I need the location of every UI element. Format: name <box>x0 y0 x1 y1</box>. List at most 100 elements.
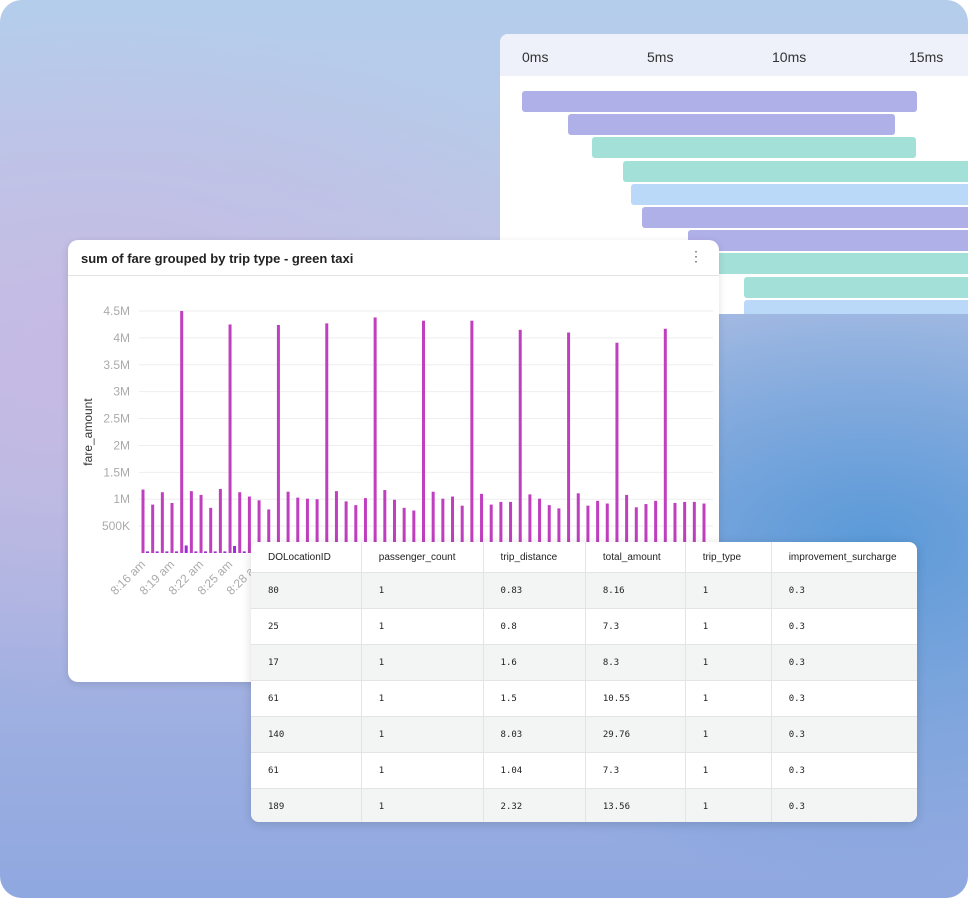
table-header-row: DOLocationID passenger_count trip_distance… <box>251 542 917 573</box>
table-cell: 25 <box>251 608 362 645</box>
bar <box>441 498 445 553</box>
trace-waterfall-panel: 0ms 5ms 10ms 15ms <box>500 34 968 314</box>
trace-span-bar[interactable] <box>522 91 917 112</box>
column-header[interactable]: total_amount <box>585 542 686 573</box>
bar <box>673 502 677 553</box>
trace-span-bar[interactable] <box>641 207 968 228</box>
column-header[interactable]: improvement_surcharge <box>771 542 917 573</box>
bar <box>334 491 338 553</box>
bar <box>644 504 648 553</box>
table-row[interactable]: 25 1 0.8 7.3 1 0.3 <box>251 608 917 645</box>
kebab-icon[interactable]: ⋮ <box>689 248 703 264</box>
trace-span-bar[interactable] <box>631 183 968 205</box>
bar <box>209 507 213 553</box>
table-cell: 0.3 <box>771 572 917 609</box>
bar <box>392 499 396 553</box>
bar <box>184 545 188 553</box>
bar <box>223 551 227 553</box>
bar <box>383 490 387 553</box>
bar <box>567 332 571 553</box>
table-cell: 1 <box>685 644 772 681</box>
table-cell: 1.04 <box>483 752 586 789</box>
bar <box>296 497 300 553</box>
table-cell: 0.83 <box>483 572 586 609</box>
bar <box>238 492 242 553</box>
table-cell: 7.3 <box>585 608 686 645</box>
bar <box>431 491 435 553</box>
table-cell: 1 <box>685 716 772 753</box>
table-cell: 61 <box>251 752 362 789</box>
table-cell: 0.3 <box>771 752 917 789</box>
y-tick-label: 1M <box>113 492 130 506</box>
table-cell: 0.3 <box>771 788 917 822</box>
bar <box>141 489 145 553</box>
table-cell: 0.3 <box>771 608 917 645</box>
bar-chart: 500K1M1.5M2M2.5M3M3.5M4M4.5Mfare_amount8… <box>81 304 713 598</box>
trace-span-bar[interactable] <box>591 137 917 159</box>
y-tick-label: 3.5M <box>103 358 130 372</box>
trace-span-bar[interactable] <box>744 299 968 314</box>
bar <box>692 501 696 553</box>
bar <box>175 551 179 553</box>
table-cell: 1 <box>685 572 772 609</box>
column-header[interactable]: trip_distance <box>483 542 586 573</box>
bar <box>363 498 367 553</box>
trace-span-bar[interactable] <box>568 114 896 136</box>
bar <box>547 505 551 553</box>
bar <box>146 551 149 553</box>
table-cell: 8.03 <box>483 716 586 753</box>
bar <box>373 317 377 553</box>
y-tick-label: 500K <box>102 519 130 533</box>
time-tick: 10ms <box>772 49 807 65</box>
bar <box>155 551 159 553</box>
bar <box>509 501 513 553</box>
bar <box>213 551 217 553</box>
table-row[interactable]: 61 1 1.04 7.3 1 0.3 <box>251 752 917 789</box>
table-row[interactable]: 140 1 8.03 29.76 1 0.3 <box>251 716 917 753</box>
table-cell: 10.55 <box>585 680 686 717</box>
bar <box>422 320 425 553</box>
table-row[interactable]: 61 1 1.5 10.55 1 0.3 <box>251 680 917 717</box>
bar <box>625 494 629 553</box>
table-cell: 1 <box>685 680 772 717</box>
table-row[interactable]: 189 1 2.32 13.56 1 0.3 <box>251 788 917 822</box>
y-tick-label: 2M <box>113 438 130 452</box>
trace-span-bar[interactable] <box>687 230 968 252</box>
bar <box>538 498 542 553</box>
data-table: DOLocationID passenger_count trip_distance… <box>251 542 917 822</box>
y-axis-label: fare_amount <box>81 398 95 466</box>
table-row[interactable]: 80 1 0.83 8.16 1 0.3 <box>251 572 917 609</box>
table-cell: 1 <box>361 572 484 609</box>
column-header[interactable]: passenger_count <box>361 542 484 573</box>
bar <box>305 498 309 553</box>
bar <box>683 501 687 553</box>
bar <box>412 510 416 553</box>
bar <box>663 328 667 553</box>
bar <box>480 493 484 553</box>
trace-span-bar[interactable] <box>700 253 968 275</box>
table-cell: 1 <box>361 788 484 822</box>
bar <box>576 493 580 553</box>
column-header[interactable]: DOLocationID <box>251 542 362 573</box>
table-cell: 1 <box>685 752 772 789</box>
table-cell: 13.56 <box>585 788 686 822</box>
trace-span-bar[interactable] <box>623 160 968 182</box>
y-tick-label: 4M <box>113 331 130 345</box>
bar <box>267 509 271 553</box>
table-cell: 1 <box>361 752 484 789</box>
column-header[interactable]: trip_type <box>685 542 772 573</box>
bar <box>151 504 155 553</box>
y-tick-label: 1.5M <box>103 465 130 479</box>
table-row[interactable]: 17 1 1.6 8.3 1 0.3 <box>251 644 917 681</box>
bar <box>218 489 222 553</box>
bar <box>402 507 406 553</box>
table-cell: 80 <box>251 572 362 609</box>
table-cell: 1 <box>685 608 772 645</box>
y-tick-label: 4.5M <box>103 304 130 318</box>
bar <box>605 503 609 553</box>
table-cell: 8.16 <box>585 572 686 609</box>
trace-span-bar[interactable] <box>744 276 968 298</box>
table-cell: 1 <box>361 680 484 717</box>
bar <box>460 505 464 553</box>
